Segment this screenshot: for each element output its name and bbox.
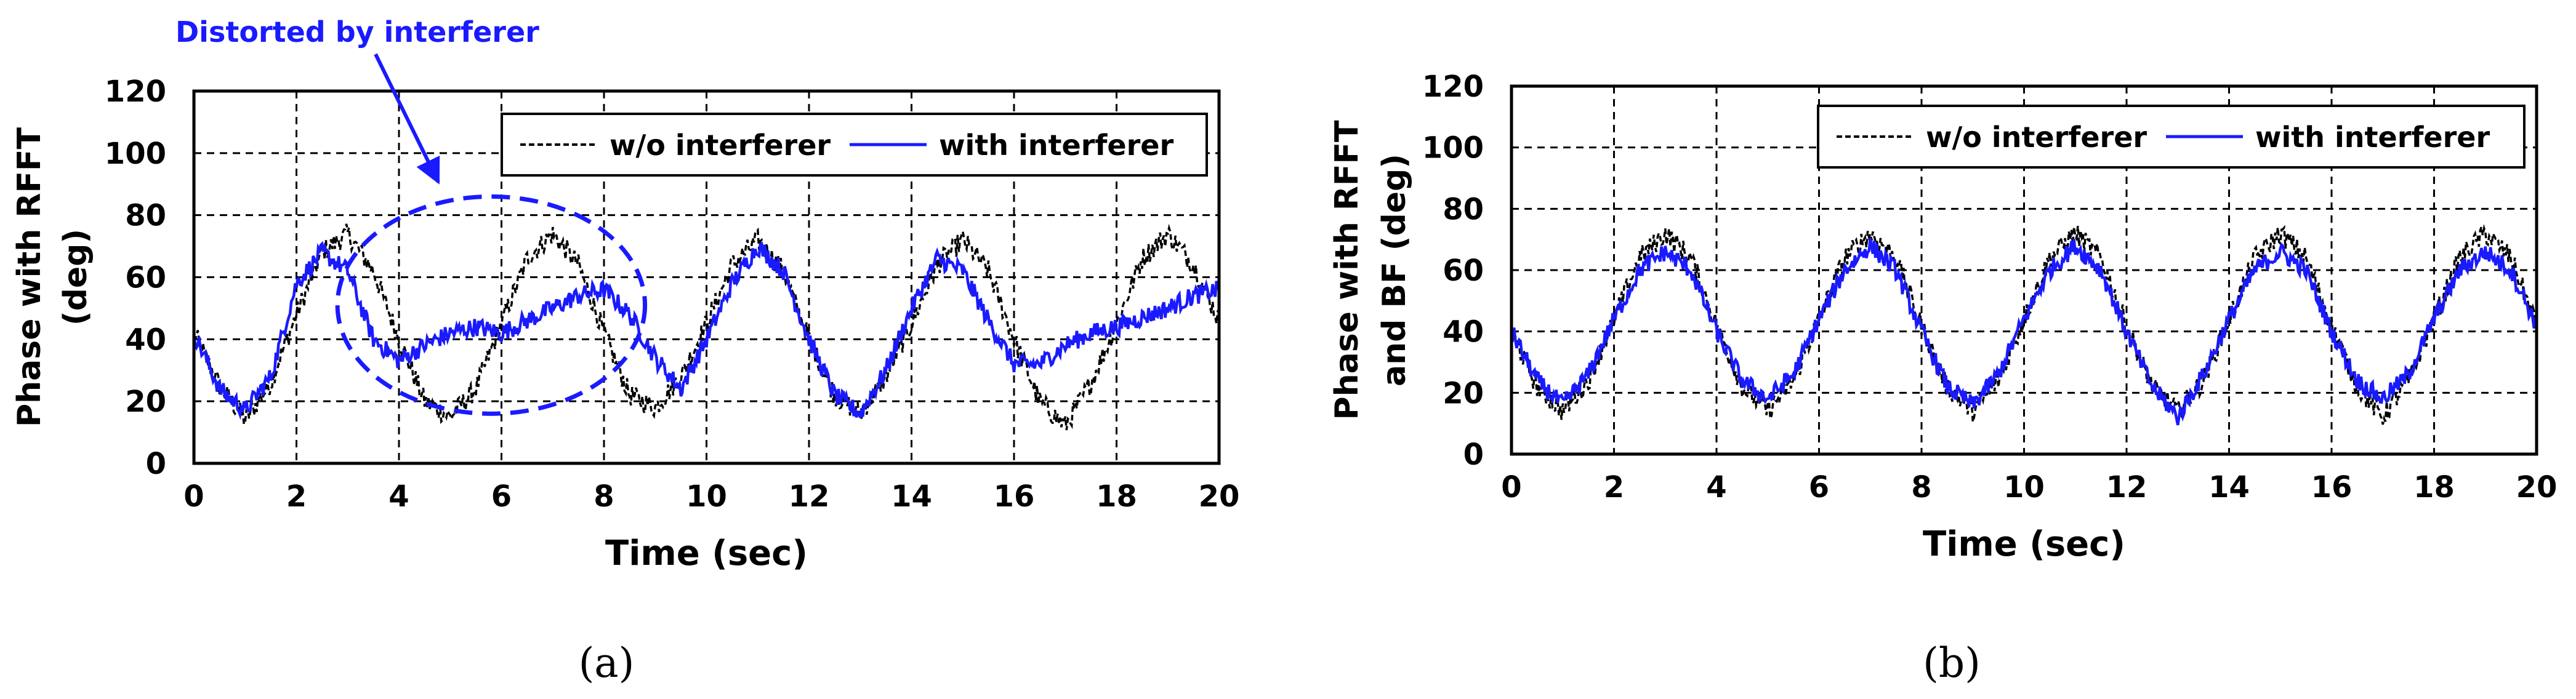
y-tick-label: 120 <box>105 74 166 109</box>
x-tick-label: 18 <box>1096 479 1137 514</box>
series-line-with-interferer <box>192 241 1221 420</box>
gridlines <box>194 91 1219 463</box>
series-line-wo-interferer <box>193 223 1220 431</box>
y-tick-label: 100 <box>1422 131 1484 166</box>
y-tick-label: 40 <box>1443 315 1484 350</box>
y-tick-labels: 0 20 40 60 80 100 120 <box>1422 70 1484 472</box>
x-tick-label: 2 <box>1604 470 1624 505</box>
x-tick-label: 20 <box>2516 470 2558 505</box>
x-tick-label: 4 <box>1706 470 1726 505</box>
legend-label-series-2: with interferer <box>939 129 1173 162</box>
x-tick-labels: 0 2 4 6 8 10 12 14 16 18 20 <box>183 479 1239 514</box>
x-axis-label: Time (sec) <box>1923 524 2125 564</box>
x-tick-label: 18 <box>2413 470 2455 505</box>
x-tick-label: 10 <box>686 479 727 514</box>
y-tick-label: 60 <box>1443 254 1484 288</box>
x-tick-label: 20 <box>1199 479 1240 514</box>
panel-label-a: (a) <box>579 639 635 687</box>
x-tick-label: 14 <box>891 479 932 514</box>
chart-panel-a: 0 20 40 60 80 100 120 0 2 4 6 8 10 12 14 16 18 20 Phase … <box>11 15 1239 687</box>
y-tick-label: 20 <box>1443 376 1484 410</box>
panel-label-b: (b) <box>1923 639 1981 687</box>
x-tick-label: 10 <box>2003 470 2045 505</box>
legend-label-series-1: w/o interferer <box>1926 121 2147 154</box>
y-tick-label: 120 <box>1422 70 1484 104</box>
y-tick-label: 0 <box>146 447 166 481</box>
y-tick-label: 100 <box>105 137 166 171</box>
y-axis-label-line-2: and BF (deg) <box>1376 154 1413 386</box>
y-axis-label-line-2: (deg) <box>57 229 94 326</box>
x-tick-label: 6 <box>1809 470 1829 505</box>
y-tick-label: 80 <box>1443 192 1484 226</box>
y-tick-label: 20 <box>125 385 166 419</box>
legend: w/o interferer with interferer <box>1817 105 2526 169</box>
series-group <box>1510 222 2538 426</box>
x-tick-label: 14 <box>2208 470 2250 505</box>
legend-label-series-2: with interferer <box>2255 121 2490 154</box>
x-tick-label: 12 <box>2106 470 2147 505</box>
x-tick-label: 2 <box>286 479 307 514</box>
y-tick-label: 80 <box>125 199 166 233</box>
y-axis-label-line-1: Phase with RFFT <box>1329 120 1366 420</box>
x-tick-label: 4 <box>388 479 409 514</box>
y-axis-label-line-1: Phase with RFFT <box>11 127 48 427</box>
annotation-arrow <box>374 53 440 185</box>
series-line-with-interferer <box>1510 238 2538 426</box>
x-tick-label: 12 <box>789 479 830 514</box>
y-tick-labels: 0 20 40 60 80 100 120 <box>105 74 166 481</box>
y-tick-label: 40 <box>125 322 166 357</box>
plot-frame <box>1510 84 2538 456</box>
x-tick-label: 8 <box>594 479 614 514</box>
x-tick-label: 0 <box>183 479 204 514</box>
annotation-text: Distorted by interferer <box>175 15 539 49</box>
x-tick-label: 8 <box>1911 470 1931 505</box>
chart-panel-b: 0 20 40 60 80 100 120 0 2 4 6 8 10 12 14 16 18 20 Phase … <box>1329 70 2557 687</box>
x-axis-label: Time (sec) <box>605 533 808 573</box>
legend: w/o interferer with interferer <box>501 113 1208 177</box>
x-tick-labels: 0 2 4 6 8 10 12 14 16 18 20 <box>1501 470 2557 505</box>
x-tick-label: 16 <box>2311 470 2353 505</box>
x-tick-label: 6 <box>491 479 512 514</box>
plot-frame <box>192 89 1221 465</box>
legend-label-series-1: w/o interferer <box>610 129 831 162</box>
x-tick-label: 16 <box>994 479 1035 514</box>
y-tick-label: 60 <box>125 261 166 295</box>
x-tick-label: 0 <box>1501 470 1521 505</box>
series-group <box>192 223 1221 431</box>
y-tick-label: 0 <box>1463 437 1484 472</box>
distortion-ellipse <box>335 194 648 416</box>
